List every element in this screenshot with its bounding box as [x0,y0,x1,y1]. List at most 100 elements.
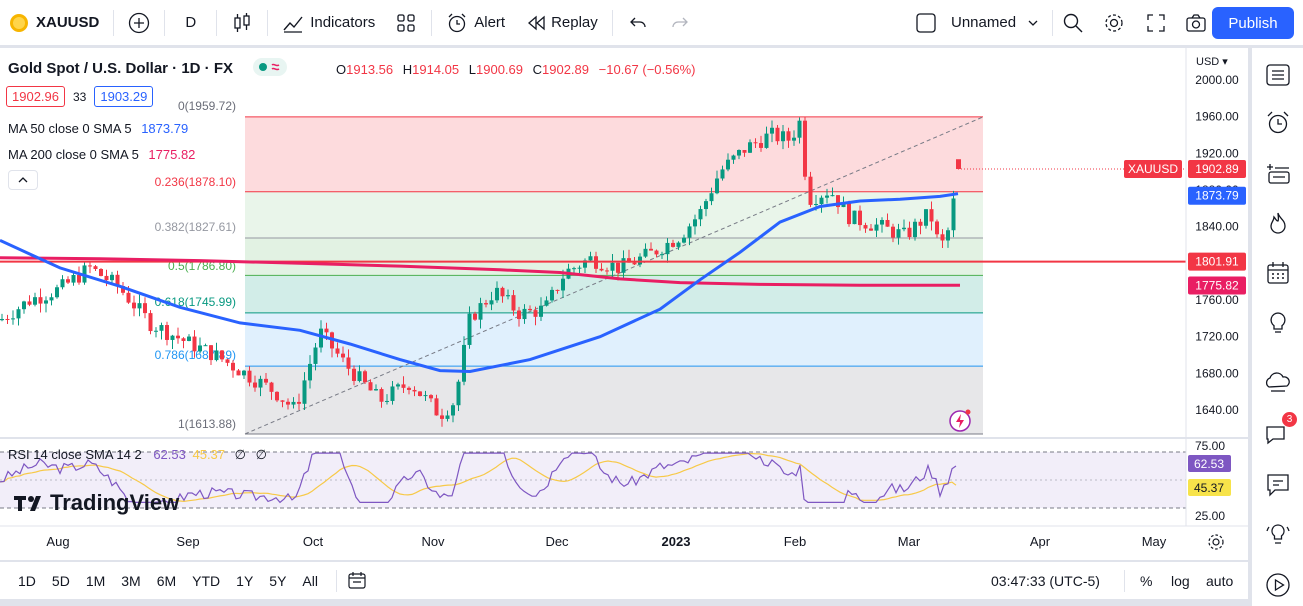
fib-label-236: 0.236(1878.10) [155,175,236,189]
fullscreen-button[interactable] [1135,0,1177,46]
interval-button[interactable]: D [169,0,212,46]
bid-button[interactable]: 1902.96 [6,86,65,107]
symbol-search[interactable]: XAUUSD [0,0,109,46]
candle-body [110,274,114,281]
candle-body [555,289,560,291]
candle-body [236,370,241,376]
ma200-label: MA 200 close 0 SMA 5 [8,147,139,162]
candle-body [319,328,323,348]
candle-body [671,242,675,247]
chart-canvas[interactable]: 0(1959.72) 0.236(1878.10) 0.382(1827.61)… [0,48,1248,560]
range-3m[interactable]: 3M [121,572,141,589]
lightning-icon [949,409,971,432]
rsi-na1: ∅ [234,447,246,462]
clock-timezone[interactable]: 03:47:33 (UTC-5) [991,572,1100,589]
notes-button[interactable] [1263,470,1293,500]
compare-button[interactable] [118,0,160,46]
rsi-line [0,452,957,504]
fib-retracement[interactable] [244,116,984,435]
legend-ma200[interactable]: MA 200 close 0 SMA 5 1775.82 [8,147,195,162]
range-ytd[interactable]: YTD [192,572,221,589]
watchlist-button[interactable] [1263,60,1293,90]
alarm-clock-icon [446,12,468,34]
ask-button[interactable]: 1903.29 [94,86,154,107]
ideas-button[interactable] [1263,308,1293,338]
collapse-legend-button[interactable] [8,170,38,190]
auto-toggle[interactable]: auto [1206,572,1234,589]
legend-ma50[interactable]: MA 50 close 0 SMA 5 1873.79 [8,121,188,136]
news-flash-button[interactable] [948,409,972,433]
price-tick-label: 1640.00 [1195,403,1239,417]
price-tag: 1902.89 [1195,162,1239,176]
chats-button[interactable]: 3 [1263,412,1297,450]
candle-body [654,250,659,255]
alerts-button[interactable] [1263,108,1293,138]
candle-body [676,242,681,247]
hotlists-button[interactable] [1263,208,1293,238]
candle-body [638,256,642,265]
chart-type-button[interactable] [221,0,263,46]
chart-area[interactable]: 0(1959.72) 0.236(1878.10) 0.382(1827.61)… [0,48,1248,560]
candle-body [588,256,593,261]
ma200-tag: 1775.82 [1195,278,1239,292]
layout-button[interactable]: Unnamed [905,0,1054,46]
divider [113,9,115,36]
range-1m[interactable]: 1M [85,572,106,589]
candle-body [902,227,906,230]
time-axis-settings-button[interactable] [1206,532,1226,552]
log-toggle[interactable]: log [1171,572,1190,589]
time-axis[interactable]: Aug Sep Oct Nov Dec 2023 Feb Mar Apr May [46,534,1166,549]
candle-body [302,380,307,404]
rewind-icon [525,12,547,34]
candle-body [814,204,818,206]
replay-button[interactable]: Replay [515,0,608,46]
rsi-label: RSI 14 close SMA 14 2 [8,447,142,462]
candle-body [412,389,417,392]
price-tag-bg [1188,160,1246,179]
range-1d[interactable]: 1D [18,572,36,589]
rsi-na2: ∅ [255,447,267,462]
price-axis[interactable]: 2000.001960.001920.001880.001840.001800.… [1124,73,1246,523]
candle-body [445,415,450,419]
candle-body [418,391,422,396]
candle-body [374,389,378,391]
range-5d[interactable]: 5D [51,572,70,589]
candle-body [346,357,351,369]
candle-body [583,260,587,268]
candle-body [660,254,664,256]
rsi-pane[interactable] [0,451,1186,509]
watermark-text: TradingView [50,490,180,515]
indicators-button[interactable]: Indicators [272,0,385,46]
publish-button[interactable]: Publish [1212,7,1294,39]
minds-button[interactable] [1263,368,1293,398]
range-6m[interactable]: 6M [156,572,177,589]
candle-body [66,279,70,283]
candle-body [544,300,549,306]
ma200-tag-bg [1188,276,1246,295]
calendar-button[interactable] [1263,258,1293,288]
currency-selector[interactable]: USD ▾ [1196,55,1228,68]
data-window-button[interactable] [1263,158,1293,188]
tradingview-watermark[interactable]: TradingView [12,490,179,516]
templates-button[interactable] [385,0,427,46]
market-status-dot[interactable] [253,58,288,76]
high-label: H [402,62,413,77]
undo-button[interactable] [617,0,659,46]
calendar-range-icon [348,571,366,589]
percent-toggle[interactable]: % [1140,572,1153,589]
alert-button[interactable]: Alert [436,0,515,46]
rsi-sma-tag-bg [1188,479,1231,496]
help-button[interactable] [1263,520,1293,550]
settings-button[interactable] [1093,0,1135,46]
redo-button[interactable] [659,0,701,46]
range-1y[interactable]: 1Y [236,572,254,589]
search-button[interactable] [1052,0,1094,46]
goto-date-button[interactable] [347,571,369,591]
range-all[interactable]: All [302,572,318,589]
candle-body [500,287,505,297]
legend-rsi[interactable]: RSI 14 close SMA 14 2 62.53 45.37 ∅ ∅ [8,447,267,463]
range-5y[interactable]: 5Y [269,572,287,589]
snapshot-button[interactable] [1175,0,1217,46]
streams-button[interactable] [1263,570,1293,600]
time-tick-label: Sep [176,534,199,549]
